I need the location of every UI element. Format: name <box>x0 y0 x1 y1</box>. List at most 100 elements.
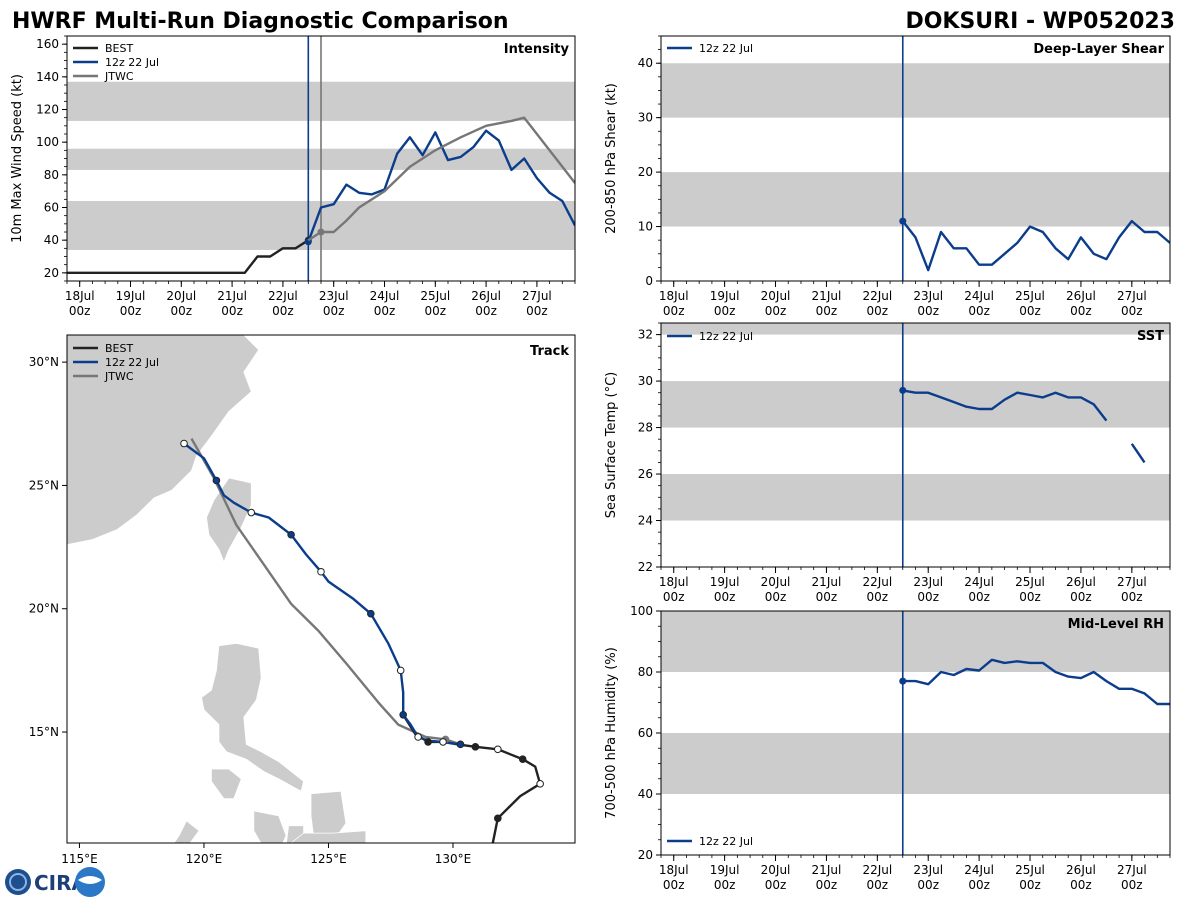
rh-xtick-label: 00z <box>1019 878 1041 892</box>
legend-label-best: BEST <box>105 42 133 55</box>
track-xtick-label: 115°E <box>61 852 98 866</box>
land-luzon <box>201 642 305 792</box>
track-line-run <box>183 442 461 746</box>
rh-ylabel: 700-500 hPa Humidity (%) <box>604 647 619 819</box>
sst-xtick-label: 00z <box>917 590 939 604</box>
sst-xtick-label: 27Jul <box>1117 575 1147 589</box>
shear-xtick-label: 00z <box>663 304 685 318</box>
intensity-panel: 2040608010012014016018Jul00z19Jul00z20Ju… <box>10 35 576 318</box>
intensity-xtick-label: 24Jul <box>370 289 400 303</box>
shear-xtick-label: 00z <box>714 304 736 318</box>
intensity-title: Intensity <box>504 42 570 57</box>
rh-marker-run <box>899 677 907 685</box>
shear-ytick-label: 20 <box>638 165 653 179</box>
shear-title: Deep-Layer Shear <box>1033 42 1164 57</box>
track-marker-run <box>414 733 422 741</box>
shear-ytick-label: 10 <box>638 220 653 234</box>
shear-xtick-label: 21Jul <box>812 289 842 303</box>
sst-xtick-label: 00z <box>714 590 736 604</box>
intensity-xtick-label: 22Jul <box>268 289 298 303</box>
track-marker-best <box>536 780 544 788</box>
intensity-ytick-label: 140 <box>36 70 59 84</box>
track-marker-best <box>494 745 502 754</box>
rh-xtick-label: 00z <box>917 878 939 892</box>
shear-xtick-label: 19Jul <box>710 289 740 303</box>
intensity-xtick-label: 00z <box>171 304 193 318</box>
shear-xtick-label: 18Jul <box>659 289 689 303</box>
legend-label-jtwc: JTWC <box>104 370 134 383</box>
sst-marker-run <box>899 386 907 394</box>
intensity-ytick-label: 120 <box>36 103 59 117</box>
shear-panel: 01020304018Jul00z19Jul00z20Jul00z21Jul00… <box>604 35 1171 318</box>
rh-xtick-label: 18Jul <box>659 863 689 877</box>
sst-panel: 22242628303218Jul00z19Jul00z20Jul00z21Ju… <box>604 322 1171 604</box>
sst-xtick-label: 18Jul <box>659 575 689 589</box>
figure-title: HWRF Multi-Run Diagnostic Comparison <box>12 9 509 34</box>
legend-label-run: 12z 22 Jul <box>699 330 753 343</box>
intensity-xtick-label: 00z <box>272 304 294 318</box>
track-marker-run <box>396 666 405 675</box>
rh-xtick-label: 23Jul <box>913 863 943 877</box>
sst-ytick-label: 28 <box>638 421 653 435</box>
sst-band-1 <box>661 381 1170 428</box>
sst-xtick-label: 00z <box>1070 590 1092 604</box>
intensity-xtick-label: 23Jul <box>319 289 349 303</box>
legend-label-best: BEST <box>105 342 133 355</box>
track-marker-best <box>471 743 480 751</box>
sst-title: SST <box>1137 329 1164 344</box>
intensity-xtick-label: 20Jul <box>166 289 196 303</box>
shear-marker-run <box>899 217 907 225</box>
rh-xtick-label: 00z <box>765 878 787 892</box>
track-ytick-label: 15°N <box>29 725 59 739</box>
shear-xtick-label: 00z <box>917 304 939 318</box>
shear-series-run-0 <box>901 219 1170 272</box>
shear-xtick-label: 24Jul <box>964 289 994 303</box>
rh-ytick-label: 80 <box>638 665 653 679</box>
intensity-xtick-label: 00z <box>374 304 396 318</box>
sst-ytick-label: 30 <box>638 374 653 388</box>
rh-xtick-label: 00z <box>867 878 889 892</box>
legend-label-run: 12z 22 Jul <box>105 56 159 69</box>
intensity-xtick-label: 25Jul <box>420 289 450 303</box>
sst-xtick-label: 00z <box>765 590 787 604</box>
sst-xtick-label: 20Jul <box>761 575 791 589</box>
shear-xtick-label: 00z <box>1121 304 1143 318</box>
rh-ytick-label: 20 <box>638 848 653 862</box>
rh-series-run-0 <box>902 658 1170 706</box>
sst-xtick-label: 00z <box>1019 590 1041 604</box>
intensity-xtick-label: 27Jul <box>522 289 552 303</box>
intensity-xtick-label: 00z <box>120 304 142 318</box>
track-marker-run <box>212 476 221 485</box>
intensity-ytick-label: 60 <box>44 201 59 215</box>
shear-xtick-label: 25Jul <box>1015 289 1045 303</box>
intensity-ytick-label: 20 <box>44 266 59 280</box>
sst-ytick-label: 24 <box>638 514 653 528</box>
sst-xtick-label: 26Jul <box>1066 575 1096 589</box>
track-ytick-label: 30°N <box>29 355 59 369</box>
intensity-ytick-label: 160 <box>36 37 59 51</box>
intensity-xtick-label: 00z <box>69 304 91 318</box>
land-visayas-c <box>286 825 305 843</box>
sst-series-run-0 <box>902 389 1108 422</box>
intensity-marker-jtwc <box>317 228 325 236</box>
land-taiwan <box>206 477 252 563</box>
land-mindanao <box>290 830 367 843</box>
track-marker-run <box>287 530 295 539</box>
shear-xtick-label: 00z <box>968 304 990 318</box>
track-title: Track <box>530 344 569 359</box>
track-ytick-label: 25°N <box>29 478 59 492</box>
shear-ytick-label: 40 <box>638 56 653 70</box>
intensity-xtick-label: 26Jul <box>471 289 501 303</box>
sst-xtick-label: 00z <box>867 590 889 604</box>
land-visayas-a <box>253 810 287 843</box>
sst-xtick-label: 23Jul <box>913 575 943 589</box>
intensity-ytick-label: 80 <box>44 168 59 182</box>
shear-xtick-label: 23Jul <box>913 289 943 303</box>
track-marker-run <box>180 439 188 448</box>
legend-label-run: 12z 22 Jul <box>699 42 753 55</box>
intensity-xtick-label: 18Jul <box>65 289 95 303</box>
sst-ytick-label: 22 <box>638 560 653 574</box>
track-xtick-label: 125°E <box>310 852 347 866</box>
sst-ytick-label: 32 <box>638 328 653 342</box>
